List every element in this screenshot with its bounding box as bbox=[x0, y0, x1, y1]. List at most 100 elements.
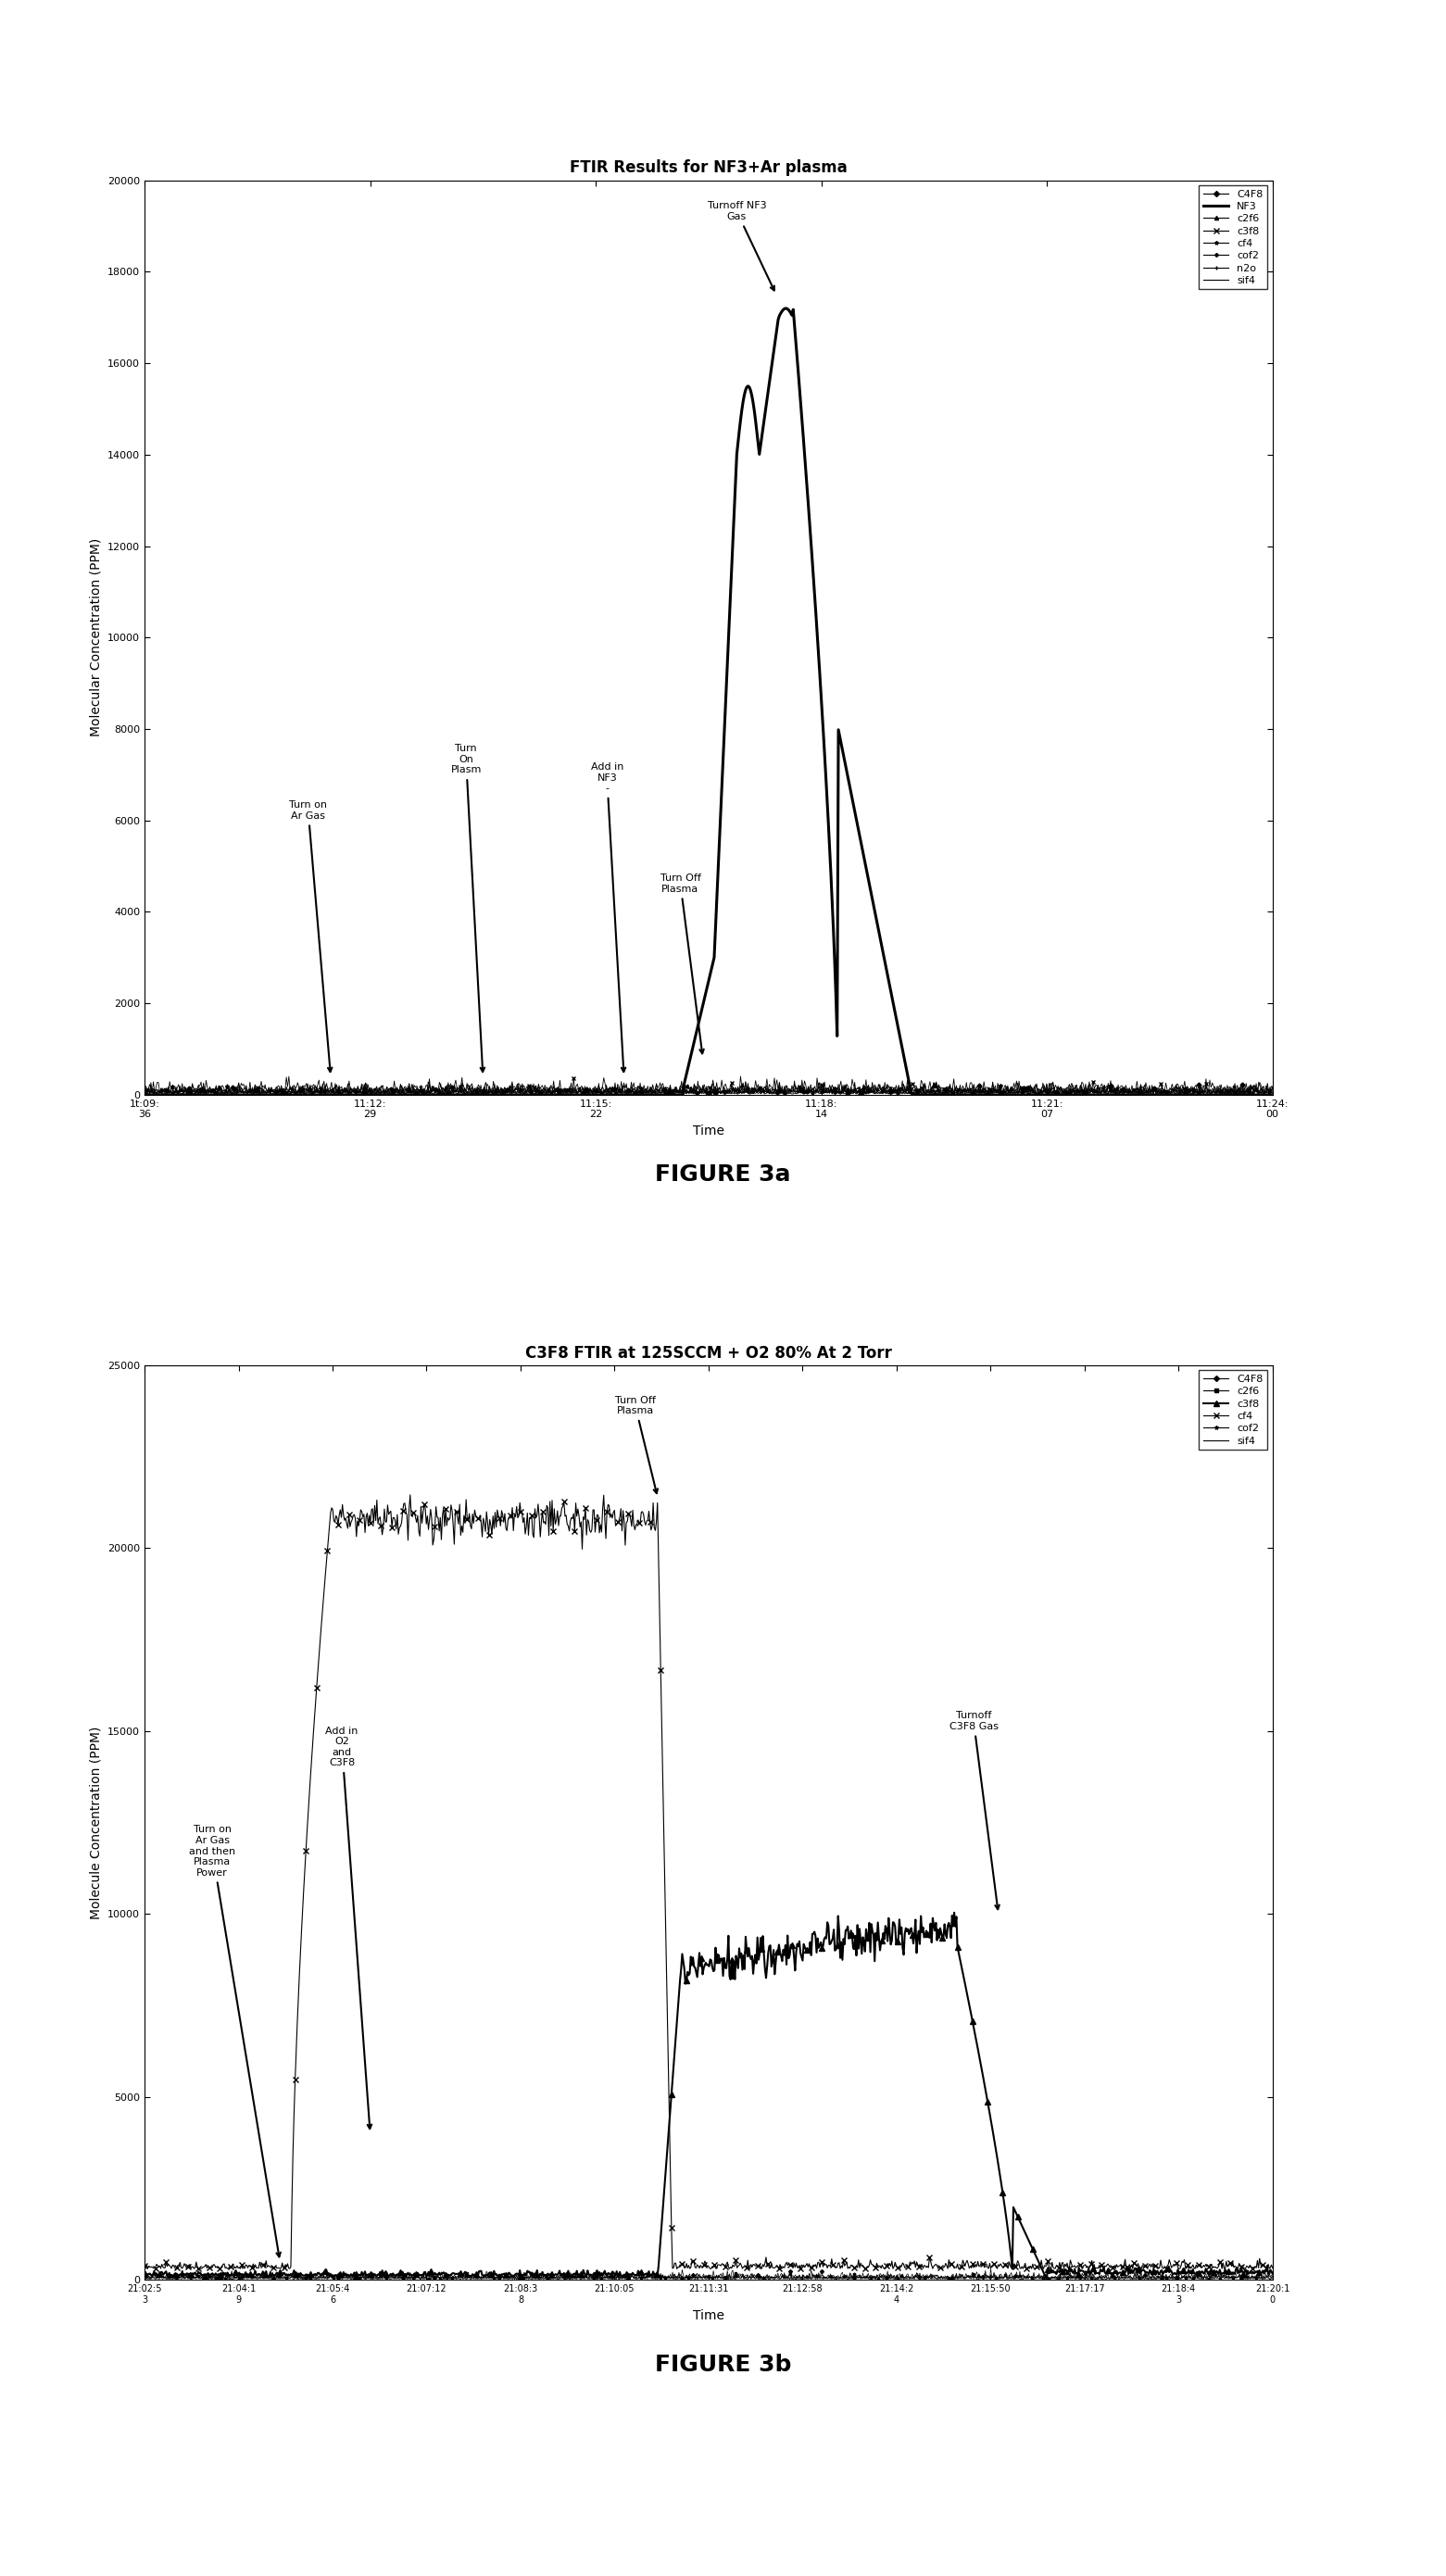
sif4 bbox=[431, 1074, 448, 1105]
c3f8 bbox=[1112, 1072, 1129, 1103]
c2f6 bbox=[620, 1074, 638, 1105]
cof2 bbox=[976, 2254, 993, 2285]
cof2 bbox=[617, 1077, 635, 1108]
NF3 bbox=[617, 1079, 635, 1110]
Title: C3F8 FTIR at 125SCCM + O2 80% At 2 Torr: C3F8 FTIR at 125SCCM + O2 80% At 2 Torr bbox=[525, 1345, 892, 1360]
c2f6 bbox=[136, 1077, 153, 1108]
c3f8 bbox=[431, 1074, 448, 1105]
C4F8 bbox=[982, 2254, 999, 2285]
Line: c2f6: c2f6 bbox=[143, 2269, 1274, 2280]
Text: FIGURE 3a: FIGURE 3a bbox=[655, 1164, 791, 1185]
Title: FTIR Results for NF3+Ar plasma: FTIR Results for NF3+Ar plasma bbox=[570, 160, 847, 175]
cf4 bbox=[1060, 2254, 1077, 2285]
c2f6 bbox=[136, 2262, 153, 2293]
c2f6 bbox=[1194, 2264, 1212, 2295]
c3f8 bbox=[145, 1077, 162, 1108]
Text: Turn on
Ar Gas: Turn on Ar Gas bbox=[289, 801, 333, 1072]
X-axis label: Time: Time bbox=[693, 1126, 724, 1139]
NF3 bbox=[986, 1079, 1004, 1110]
c2f6 bbox=[901, 2264, 918, 2295]
c3f8 bbox=[946, 1896, 963, 1927]
c2f6 bbox=[340, 2262, 357, 2293]
Line: cof2: cof2 bbox=[143, 2269, 1274, 2280]
n2o bbox=[136, 1074, 153, 1105]
Text: Turn
On
Plasm: Turn On Plasm bbox=[451, 744, 484, 1072]
sif4 bbox=[340, 2262, 357, 2293]
cof2 bbox=[814, 1066, 831, 1097]
c3f8 bbox=[273, 2259, 291, 2290]
sif4 bbox=[619, 1074, 636, 1105]
sif4 bbox=[1112, 1072, 1129, 1103]
NF3 bbox=[136, 1079, 153, 1110]
Line: C4F8: C4F8 bbox=[143, 2267, 1274, 2280]
C4F8 bbox=[1264, 2262, 1281, 2293]
sif4 bbox=[1264, 2264, 1281, 2295]
c3f8 bbox=[1264, 2259, 1281, 2290]
c3f8 bbox=[846, 1935, 863, 1965]
c2f6 bbox=[1264, 2262, 1281, 2293]
c2f6 bbox=[846, 2259, 863, 2290]
cf4 bbox=[431, 1066, 448, 1097]
Legend: C4F8, c2f6, c3f8, cf4, cof2, sif4: C4F8, c2f6, c3f8, cf4, cof2, sif4 bbox=[1199, 1370, 1267, 1450]
cf4 bbox=[1128, 2249, 1145, 2280]
Legend: C4F8, NF3, c2f6, c3f8, cf4, cof2, n2o, sif4: C4F8, NF3, c2f6, c3f8, cf4, cof2, n2o, s… bbox=[1199, 185, 1267, 289]
C4F8 bbox=[429, 1074, 447, 1105]
cf4 bbox=[259, 1077, 276, 1108]
Line: C4F8: C4F8 bbox=[143, 1077, 1274, 1095]
cf4 bbox=[402, 1479, 419, 1510]
C4F8 bbox=[735, 2264, 752, 2295]
sif4 bbox=[273, 2264, 291, 2295]
n2o bbox=[881, 1079, 898, 1110]
C4F8 bbox=[846, 2262, 863, 2293]
Line: c3f8: c3f8 bbox=[142, 1074, 1275, 1095]
sif4 bbox=[1060, 2262, 1077, 2293]
c3f8 bbox=[136, 1077, 153, 1108]
C4F8 bbox=[259, 1077, 276, 1108]
C4F8 bbox=[1128, 2262, 1145, 2293]
cf4 bbox=[1112, 1074, 1129, 1105]
X-axis label: Time: Time bbox=[693, 2311, 724, 2324]
cf4 bbox=[847, 2251, 865, 2282]
sif4 bbox=[901, 2262, 918, 2293]
NF3 bbox=[940, 1079, 957, 1110]
cof2 bbox=[901, 2262, 918, 2293]
NF3 bbox=[429, 1079, 447, 1110]
C4F8 bbox=[340, 2262, 357, 2293]
C4F8 bbox=[1060, 2259, 1077, 2290]
cof2 bbox=[969, 2264, 986, 2295]
n2o bbox=[617, 1077, 635, 1108]
sif4 bbox=[1061, 2257, 1079, 2287]
cf4 bbox=[894, 1066, 911, 1097]
c2f6 bbox=[1125, 2262, 1142, 2293]
c3f8 bbox=[1128, 2254, 1145, 2285]
cof2 bbox=[1112, 1077, 1129, 1108]
C4F8 bbox=[1111, 1077, 1128, 1108]
cof2 bbox=[136, 1074, 153, 1105]
cf4 bbox=[988, 1077, 1005, 1108]
Line: cf4: cf4 bbox=[143, 1079, 1274, 1095]
c3f8 bbox=[1038, 2264, 1056, 2295]
Line: c2f6: c2f6 bbox=[143, 1079, 1274, 1095]
NF3 bbox=[259, 1079, 276, 1110]
cf4 bbox=[402, 1079, 419, 1110]
cof2 bbox=[1021, 1079, 1038, 1110]
sif4 bbox=[136, 1077, 153, 1108]
C4F8 bbox=[986, 1077, 1004, 1108]
c2f6 bbox=[457, 1079, 474, 1110]
Y-axis label: Molecule Concentration (PPM): Molecule Concentration (PPM) bbox=[90, 1726, 103, 1919]
Text: Turnoff
C3F8 Gas: Turnoff C3F8 Gas bbox=[949, 1710, 999, 1909]
Text: Add in
O2
and
C3F8: Add in O2 and C3F8 bbox=[325, 1726, 372, 2128]
n2o bbox=[1264, 1074, 1281, 1105]
c3f8 bbox=[1264, 1074, 1281, 1105]
sif4 bbox=[988, 1074, 1005, 1105]
sif4 bbox=[857, 1079, 875, 1110]
C4F8 bbox=[136, 2262, 153, 2293]
cf4 bbox=[619, 1074, 636, 1105]
sif4 bbox=[846, 2262, 863, 2293]
cf4 bbox=[1264, 1072, 1281, 1103]
c2f6 bbox=[1264, 1077, 1281, 1108]
Y-axis label: Molecular Concentration (PPM): Molecular Concentration (PPM) bbox=[90, 538, 103, 737]
NF3 bbox=[777, 294, 794, 325]
C4F8 bbox=[1197, 1064, 1215, 1095]
sif4 bbox=[136, 2262, 153, 2293]
